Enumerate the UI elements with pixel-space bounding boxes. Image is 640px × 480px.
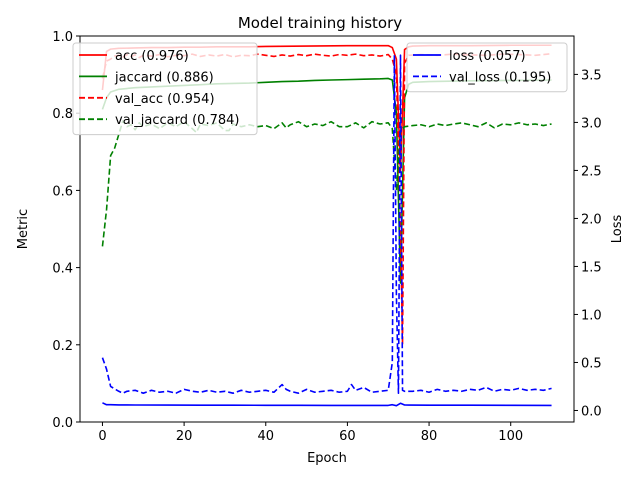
y-tick-label: 1.0 (52, 30, 73, 45)
legend-label: loss (0.057) (449, 49, 526, 64)
legend-label: jaccard (0.886) (114, 70, 214, 85)
y2-tick-label: 3.0 (581, 116, 602, 131)
x-axis-label: Epoch (307, 451, 347, 466)
legend-label: val_acc (0.954) (115, 92, 215, 107)
y-tick-label: 0.2 (52, 339, 73, 354)
y2-tick-label: 2.5 (581, 164, 602, 179)
y2-tick-label: 3.5 (581, 68, 602, 83)
x-tick-label: 60 (339, 429, 356, 444)
x-tick-label: 80 (421, 429, 438, 444)
legend-right (406, 42, 568, 93)
y2-axis-label: Loss (610, 215, 625, 244)
legend-label: val_loss (0.195) (449, 70, 551, 85)
y-axis-label: Metric (16, 209, 31, 249)
y-tick-label: 0.6 (52, 184, 73, 199)
chart-title: Model training history (238, 14, 402, 32)
y-tick-label: 0.4 (52, 262, 73, 277)
series-line-loss (102, 402, 552, 407)
plot-frame (79, 35, 575, 423)
legend-label: acc (0.976) (115, 49, 189, 64)
y2-tick-label: 0.0 (581, 404, 602, 419)
legend-left (72, 42, 258, 136)
y-tick-label: 0.8 (52, 107, 73, 122)
legend-label: val_jaccard (0.784) (115, 113, 239, 128)
y2-tick-label: 1.5 (581, 260, 602, 275)
x-tick-label: 100 (498, 429, 523, 444)
x-tick-label: 40 (257, 429, 274, 444)
y2-tick-label: 0.5 (581, 356, 602, 371)
series-line-val-loss (101, 54, 552, 394)
legend-layer: acc (0.976) jaccard (0.886) val_acc (0.954… (72, 42, 568, 136)
x-tick-label: 20 (176, 429, 193, 444)
y2-tick-label: 2.0 (581, 212, 602, 227)
y2-tick-label: 1.0 (581, 308, 602, 323)
x-tick-label: 0 (98, 429, 106, 444)
y-tick-label: 0.0 (52, 416, 73, 431)
ticks-layer: 0 20 40 60 80 100 0.0 0.2 0.4 0.6 0.8 1.0 0.0 0.5 1.0 1… (52, 30, 601, 444)
